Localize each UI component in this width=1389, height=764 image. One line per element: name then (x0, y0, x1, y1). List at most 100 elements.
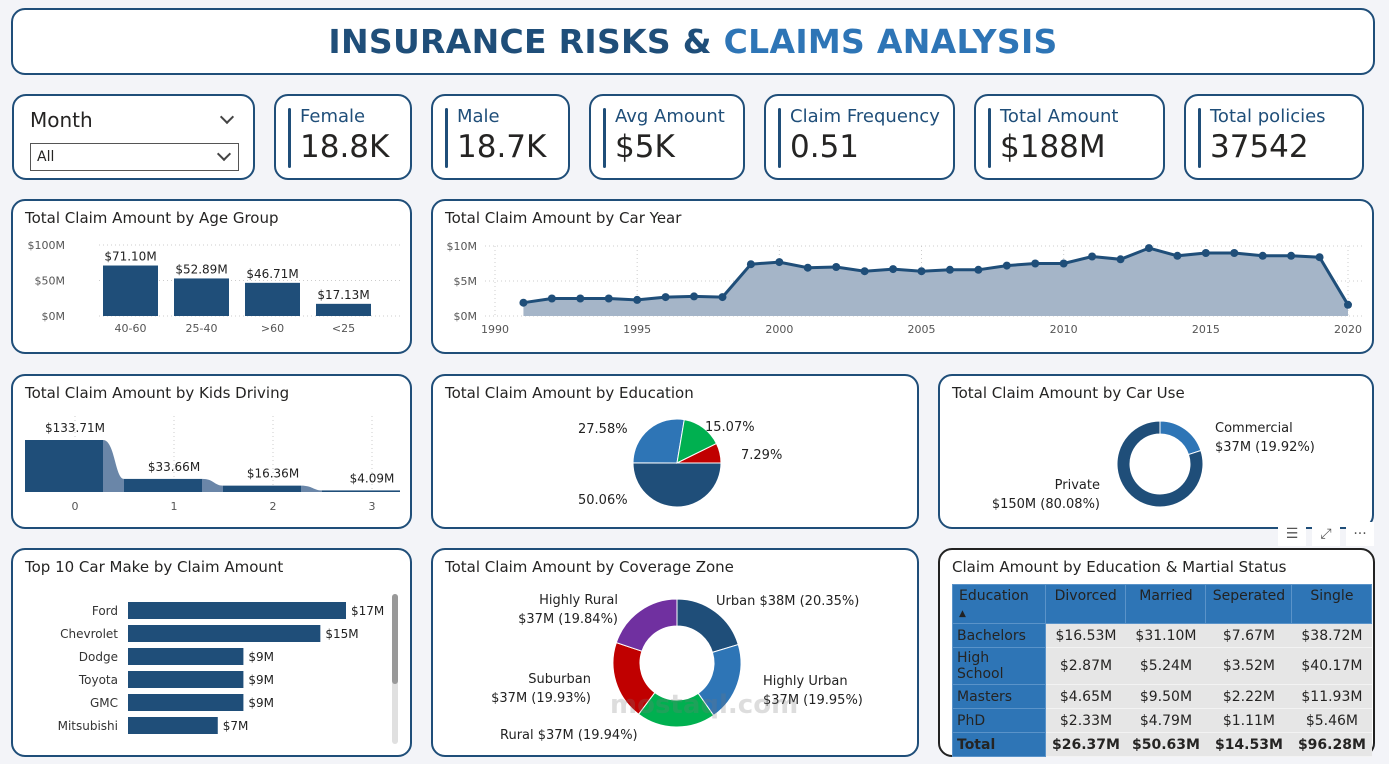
y-tick-label: $50M (35, 275, 66, 288)
y-tick-label: $100M (28, 239, 66, 252)
month-slicer[interactable]: Month All (12, 94, 255, 180)
table-row: PhD $2.33M $4.79M $1.11M $5.46M (952, 708, 1372, 733)
bar (245, 282, 300, 316)
x-tick-label: 2010 (1050, 323, 1078, 336)
series-line (523, 246, 1350, 306)
pie-slice (632, 462, 722, 508)
data-point (1315, 253, 1324, 262)
kpi-value: $5K (615, 129, 675, 165)
data-point (718, 293, 727, 302)
chart-title: Top 10 Car Make by Claim Amount (25, 558, 284, 576)
x-tick-label: 0 (72, 500, 79, 513)
x-tick-label: 2 (270, 500, 277, 513)
sort-ascending-icon[interactable]: ▲ (959, 609, 966, 619)
data-point (661, 293, 670, 302)
column-header[interactable]: Married (1125, 584, 1207, 624)
data-point (1059, 259, 1068, 268)
y-tick-label: Toyota (78, 673, 118, 687)
table-cell: $5.24M (1125, 647, 1206, 685)
row-header[interactable]: Masters (952, 684, 1046, 709)
column-header[interactable]: Divorced (1044, 584, 1127, 624)
filter-icon[interactable]: ☰ (1278, 522, 1306, 546)
data-point (974, 265, 983, 274)
data-point (1201, 249, 1210, 257)
title-part-2: CLAIMS ANALYSIS (723, 22, 1058, 61)
y-tick-label: $5M (454, 275, 478, 288)
column-header[interactable]: Single (1291, 584, 1373, 624)
kpi-male: Male 18.7K (431, 94, 570, 180)
x-tick-label: 40-60 (115, 322, 147, 335)
data-point (1144, 244, 1153, 253)
bar (25, 440, 103, 492)
dropdown-value: All (37, 149, 55, 165)
car-year-chart: Total Claim Amount by Car Year $0M $5M $10M… (431, 199, 1374, 354)
bar (124, 478, 202, 492)
data-label: Suburban (528, 672, 591, 687)
row-header[interactable]: High School (952, 647, 1046, 685)
focus-mode-icon[interactable]: ⤢ (1312, 522, 1340, 546)
kpi-total-policies: Total policies 37542 (1184, 94, 1364, 180)
chart-title: Claim Amount by Education & Martial Stat… (952, 558, 1287, 576)
matrix-table: Education ▲ Divorced Married Seperated Si… (952, 584, 1373, 757)
kpi-value: $188M (1000, 129, 1106, 165)
kpi-value: 0.51 (790, 129, 860, 165)
age-group-chart: Total Claim Amount by Age Group $0M $50M $1… (11, 199, 412, 354)
column-header[interactable]: Seperated (1205, 584, 1293, 624)
x-tick-label: 2005 (908, 323, 936, 336)
data-point (917, 267, 926, 276)
kpi-label: Claim Frequency (790, 106, 940, 127)
bar (128, 671, 244, 688)
data-point (775, 258, 784, 267)
data-point (519, 298, 528, 307)
data-point (604, 294, 613, 303)
row-header[interactable]: Total (952, 732, 1046, 757)
chart-title: Total Claim Amount by Car Year (445, 209, 682, 227)
data-label: Commercial (1215, 421, 1293, 436)
y-tick-label: $0M (42, 310, 66, 323)
chart-title: Total Claim Amount by Car Use (952, 384, 1185, 402)
data-label: Highly Rural (539, 593, 618, 608)
kpi-female: Female 18.8K (274, 94, 412, 180)
data-point (945, 265, 954, 274)
car-year-svg: $0M $5M $10M 1990 1995 2000 2005 2010 2015 2020 (447, 240, 1363, 336)
kids-driving-svg: $133.71M 0 $33.66M 1 $16.36M 2 $4.09M 3 (25, 416, 400, 513)
bar (128, 717, 218, 734)
bar (128, 694, 244, 711)
row-header[interactable]: Bachelors (952, 623, 1046, 648)
kpi-value: 37542 (1210, 129, 1309, 165)
table-cell: $31.10M (1125, 623, 1206, 648)
car-make-chart: Top 10 Car Make by Claim Amount Ford $17M C… (11, 548, 412, 757)
y-tick-label: Ford (92, 604, 118, 618)
bar (128, 625, 321, 642)
data-label: $17.13M (317, 288, 369, 302)
row-header[interactable]: PhD (952, 708, 1046, 733)
month-dropdown[interactable]: All (30, 143, 239, 171)
kids-driving-chart: Total Claim Amount by Kids Driving $133.7… (11, 374, 412, 529)
kpi-label: Total Amount (1000, 106, 1119, 127)
pie-slice (1159, 420, 1202, 456)
table-cell: $1.11M (1205, 708, 1292, 733)
data-label: $9M (248, 673, 274, 687)
data-point (1287, 251, 1296, 260)
table-cell: $5.46M (1291, 708, 1372, 733)
kpi-label: Avg Amount (615, 106, 725, 127)
kpi-avg-amount: Avg Amount $5K (589, 94, 745, 180)
watermark: mostaql.com (610, 690, 799, 720)
chart-title: Total Claim Amount by Kids Driving (25, 384, 290, 402)
education-chart: Total Claim Amount by Education 50.06% 27.… (431, 374, 919, 529)
slicer-label: Month (30, 108, 93, 132)
data-label: $9M (248, 650, 274, 664)
education-svg: 50.06% 27.58% 15.07% 7.29% (578, 418, 782, 508)
data-point (746, 260, 755, 269)
data-label: $37M (19.84%) (518, 612, 618, 627)
more-options-icon[interactable]: ··· (1346, 522, 1374, 546)
data-label: 50.06% (578, 493, 628, 508)
scrollbar[interactable] (392, 594, 398, 744)
coverage-zone-svg: Urban $38M (20.35%) Highly Urban $37M (19.… (491, 593, 863, 743)
data-point (1258, 251, 1267, 260)
table-cell: $40.17M (1291, 647, 1372, 685)
visual-toolbar: ☰ ⤢ ··· (1276, 522, 1374, 546)
column-header-education[interactable]: Education ▲ (952, 584, 1046, 624)
ribbon (202, 478, 223, 492)
table-cell: $2.33M (1045, 708, 1126, 733)
